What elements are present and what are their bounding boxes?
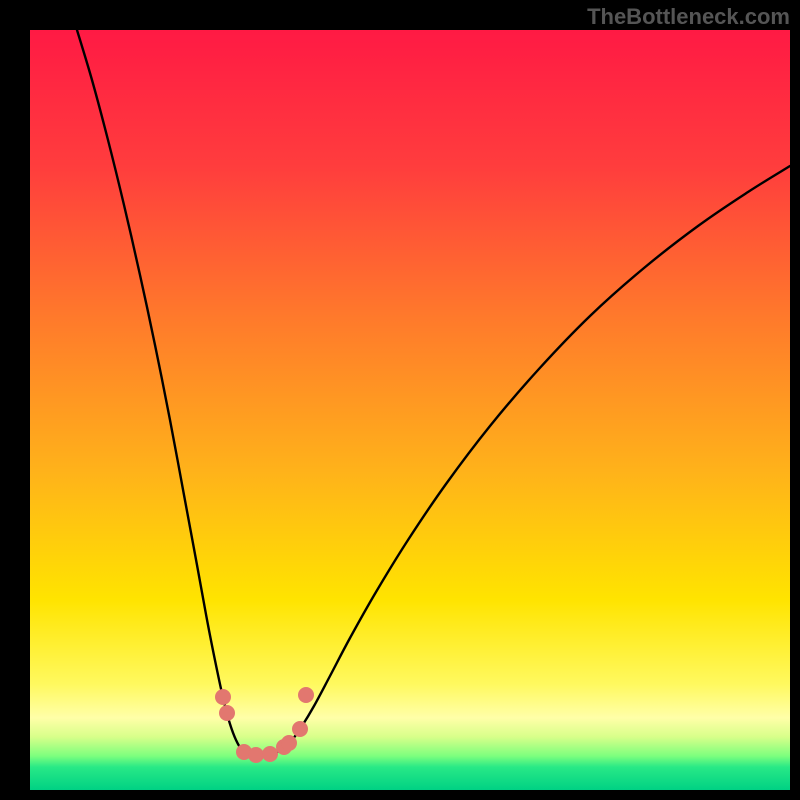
data-marker — [298, 687, 314, 703]
data-marker — [281, 735, 297, 751]
plot-area — [30, 30, 790, 790]
data-marker — [215, 689, 231, 705]
markers-layer — [30, 30, 790, 790]
data-marker — [292, 721, 308, 737]
watermark-text: TheBottleneck.com — [587, 4, 790, 30]
data-marker — [219, 705, 235, 721]
